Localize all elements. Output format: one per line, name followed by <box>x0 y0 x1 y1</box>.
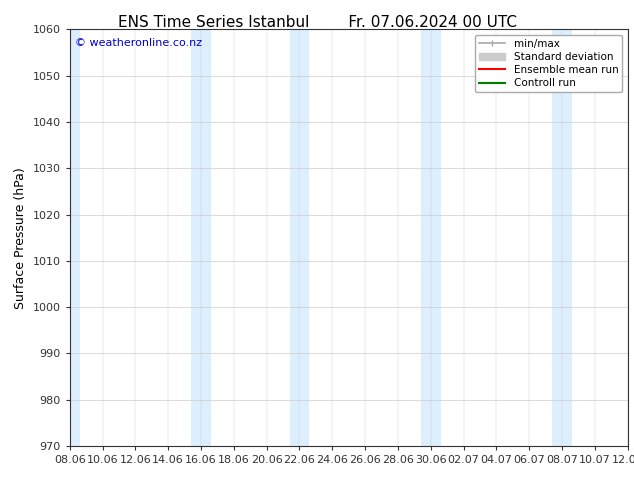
Text: ENS Time Series Istanbul        Fr. 07.06.2024 00 UTC: ENS Time Series Istanbul Fr. 07.06.2024 … <box>117 15 517 30</box>
Bar <box>421 29 441 446</box>
Bar <box>191 29 211 446</box>
Bar <box>60 29 80 446</box>
Legend: min/max, Standard deviation, Ensemble mean run, Controll run: min/max, Standard deviation, Ensemble me… <box>475 35 623 92</box>
Bar <box>552 29 572 446</box>
Y-axis label: Surface Pressure (hPa): Surface Pressure (hPa) <box>14 167 27 309</box>
Text: © weatheronline.co.nz: © weatheronline.co.nz <box>75 38 202 48</box>
Bar <box>290 29 309 446</box>
